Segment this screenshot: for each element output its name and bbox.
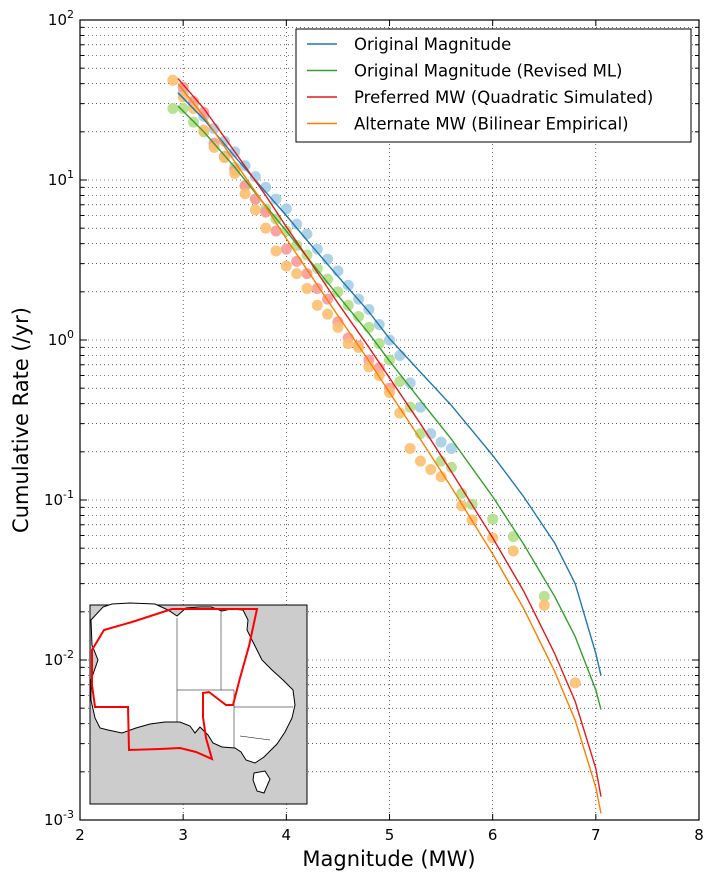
data-point [332, 321, 344, 333]
data-point [311, 282, 323, 294]
data-point [218, 152, 230, 164]
data-point [507, 545, 519, 557]
data-point [229, 167, 241, 179]
data-point [538, 590, 550, 602]
data-point [301, 282, 313, 294]
data-point [363, 321, 375, 333]
data-point [507, 531, 519, 543]
data-point [353, 311, 365, 323]
legend-box [295, 28, 692, 143]
data-point [456, 487, 468, 499]
data-point [394, 407, 406, 419]
x-tick-label: 4 [282, 826, 292, 844]
data-point [167, 102, 179, 114]
y-tick-label: 10-2 [44, 648, 74, 669]
legend-label: Original Magnitude [354, 35, 511, 54]
x-tick-label: 3 [178, 826, 188, 844]
data-point [167, 74, 179, 86]
data-point [569, 677, 581, 689]
y-axis-label: Cumulative Rate (/yr) [9, 307, 33, 533]
data-point [280, 243, 292, 255]
data-point [373, 362, 385, 374]
data-point [435, 436, 447, 448]
legend-label: Original Magnitude (Revised ML) [354, 62, 622, 81]
data-point [291, 268, 303, 280]
data-point [425, 464, 437, 476]
data-point [332, 286, 344, 298]
data-point [363, 304, 375, 316]
x-tick-label: 7 [591, 826, 601, 844]
data-point [260, 181, 272, 193]
data-point [177, 102, 189, 114]
y-tick-label: 102 [48, 8, 74, 29]
data-point [198, 124, 210, 136]
data-point [270, 225, 282, 237]
data-point [301, 228, 313, 240]
data-point [394, 376, 406, 388]
axis-ticks: 2 3 4 5 6 7 8 10-3 10-2 10-1 100 101 102 [44, 8, 704, 844]
data-point [280, 260, 292, 272]
data-point [538, 599, 550, 611]
legend-label: Preferred MW (Quadratic Simulated) [354, 88, 653, 107]
grid-lines [80, 20, 699, 820]
data-point [404, 377, 416, 389]
x-axis-label: Magnitude (MW) [302, 847, 475, 871]
series-layer [167, 74, 602, 814]
data-point [301, 268, 313, 280]
australia-outline [90, 602, 296, 764]
data-point [435, 455, 447, 467]
data-point [208, 141, 220, 153]
data-point [177, 91, 189, 103]
x-tick-label: 8 [694, 826, 704, 844]
state-borders [176, 611, 293, 748]
data-point [445, 442, 457, 454]
legend: Original Magnitude Original Magnitude (Re… [295, 28, 692, 143]
data-point [291, 255, 303, 267]
data-point [342, 299, 354, 311]
series-line [177, 78, 602, 797]
data-point [322, 308, 334, 320]
data-point [218, 135, 230, 147]
data-point [270, 245, 282, 257]
data-point [280, 203, 292, 215]
legend-label: Alternate MW (Bilinear Empirical) [354, 115, 629, 134]
tasmania-outline [252, 770, 271, 794]
data-point [404, 442, 416, 454]
data-point [394, 350, 406, 362]
data-point [249, 204, 261, 216]
x-tick-label: 2 [75, 826, 85, 844]
data-point [270, 193, 282, 205]
data-point [322, 273, 334, 285]
data-point [239, 188, 251, 200]
data-point [291, 218, 303, 230]
data-point [487, 513, 499, 525]
data-point [342, 338, 354, 350]
data-point [435, 471, 447, 483]
data-point [198, 106, 210, 118]
data-point [373, 338, 385, 350]
data-point [414, 455, 426, 467]
data-point [249, 193, 261, 205]
data-point [384, 334, 395, 346]
y-tick-label: 100 [48, 328, 74, 349]
data-point [249, 171, 261, 183]
y-tick-label: 10-3 [44, 808, 74, 829]
source-zone-polygon [91, 608, 259, 761]
data-point [311, 299, 323, 311]
data-point [342, 279, 354, 291]
x-tick-label: 5 [385, 826, 395, 844]
data-point [260, 222, 272, 234]
data-point [177, 81, 189, 93]
y-tick-label: 10-1 [44, 488, 74, 509]
data-point [445, 461, 457, 473]
x-tick-label: 6 [488, 826, 498, 844]
data-point [311, 243, 323, 255]
data-point [414, 401, 426, 413]
series-line [177, 83, 602, 814]
inset-map [89, 602, 308, 805]
y-tick-label: 101 [48, 168, 74, 189]
